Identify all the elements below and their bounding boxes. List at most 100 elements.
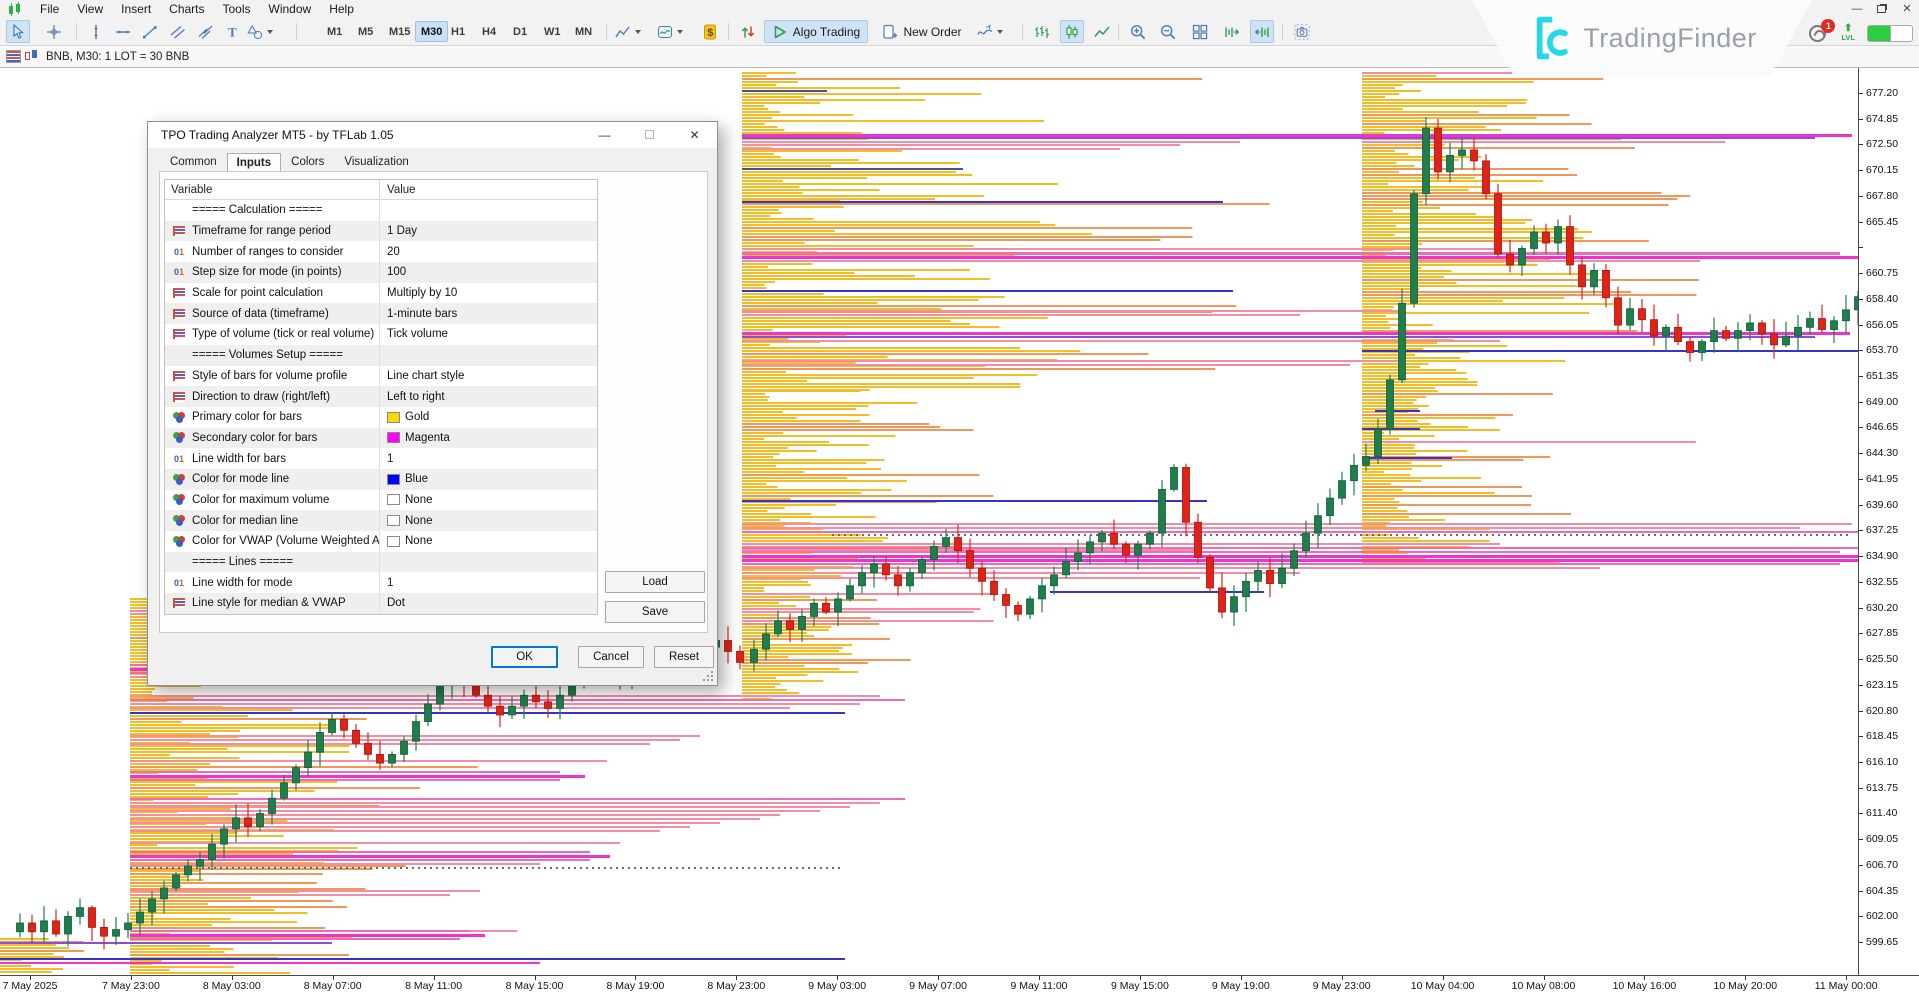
- dialog-tab-inputs[interactable]: Inputs: [226, 153, 282, 173]
- timeframe-d1[interactable]: D1: [513, 25, 528, 38]
- tile-windows-button[interactable]: [1188, 20, 1212, 43]
- table-row[interactable]: Color for mode line Blue: [165, 468, 597, 490]
- table-row[interactable]: Style of bars for volume profile Line cha…: [165, 365, 597, 387]
- zoom-in-button[interactable]: [1126, 20, 1150, 43]
- value-cell[interactable]: 1 Day: [380, 221, 597, 242]
- menu-item-help[interactable]: Help: [329, 2, 354, 16]
- timeframe-w1[interactable]: W1: [544, 25, 561, 38]
- menu-item-file[interactable]: File: [40, 2, 60, 16]
- minimize-window-icon[interactable]: —: [1851, 2, 1863, 15]
- value-cell[interactable]: [380, 345, 597, 366]
- zoom-out-button[interactable]: [1156, 20, 1180, 43]
- lvl-icon[interactable]: ⬆ LVL: [1841, 23, 1855, 43]
- screenshot-button[interactable]: [1290, 20, 1314, 43]
- table-row[interactable]: Color for maximum volume None: [165, 489, 597, 511]
- table-row[interactable]: Source of data (timeframe) 1-minute bars: [165, 303, 597, 325]
- dialog-close-icon[interactable]: ✕: [689, 127, 700, 142]
- value-cell[interactable]: None: [380, 531, 597, 552]
- value-cell[interactable]: [380, 552, 597, 573]
- cancel-button[interactable]: Cancel: [578, 646, 644, 668]
- menu-item-insert[interactable]: Insert: [121, 2, 152, 16]
- table-row[interactable]: ===== Lines =====: [165, 551, 597, 573]
- table-row[interactable]: Color for median line None: [165, 510, 597, 531]
- timeframe-mn[interactable]: MN: [575, 25, 593, 38]
- table-row[interactable]: 01 Line width for mode 1: [165, 572, 597, 594]
- timeframe-h4[interactable]: H4: [482, 25, 497, 38]
- table-row[interactable]: ===== Calculation =====: [165, 200, 597, 221]
- vertical-line-button[interactable]: [84, 20, 108, 43]
- dialog-tab-common[interactable]: Common: [170, 156, 217, 168]
- chart-symbol-label[interactable]: BNB, M30: 1 LOT = 30 BNB: [46, 50, 190, 63]
- depth-of-market-button[interactable]: [736, 20, 760, 43]
- value-cell[interactable]: 100: [380, 262, 597, 283]
- dialog-tab-colors[interactable]: Colors: [291, 156, 325, 168]
- dialog-tab-visualization[interactable]: Visualization: [344, 156, 409, 168]
- menu-item-charts[interactable]: Charts: [169, 2, 205, 16]
- dialog-resize-grip[interactable]: [705, 673, 715, 683]
- reset-button[interactable]: Reset: [654, 646, 714, 668]
- symbol-dollar-button[interactable]: $: [698, 20, 722, 43]
- shift-left-button[interactable]: [1250, 20, 1274, 43]
- timeframe-m30[interactable]: M30: [415, 21, 449, 42]
- value-cell[interactable]: Left to right: [380, 386, 597, 407]
- chart-symbol-icon[interactable]: [24, 50, 39, 63]
- column-header-value[interactable]: Value: [387, 183, 416, 196]
- chart-area[interactable]: [0, 68, 1862, 975]
- value-cell[interactable]: Gold: [380, 407, 597, 428]
- new-order-button[interactable]: New Order: [874, 20, 970, 43]
- value-cell[interactable]: 1: [380, 572, 597, 593]
- horizontal-line-button[interactable]: [111, 20, 135, 43]
- value-cell[interactable]: Dot: [380, 593, 597, 614]
- table-row[interactable]: 01 Step size for mode (in points) 100: [165, 262, 597, 283]
- timeframe-h1[interactable]: H1: [451, 25, 466, 38]
- value-cell[interactable]: Blue: [380, 469, 597, 490]
- bars-chart-button[interactable]: [1030, 20, 1054, 43]
- crosshair-button[interactable]: [42, 20, 66, 43]
- price-axis[interactable]: 677.20 674.85 672.50 670.15 667.80 665.45 660.…: [1858, 68, 1919, 975]
- save-button[interactable]: Save: [605, 601, 705, 623]
- indicators-button[interactable]: [976, 20, 1004, 43]
- notification-icon[interactable]: 1: [1809, 19, 1836, 43]
- value-cell[interactable]: Line chart style: [380, 366, 597, 387]
- dialog-title-bar[interactable]: TPO Trading Analyzer MT5 - by TFLab 1.05: [148, 122, 717, 148]
- restore-window-icon[interactable]: [1873, 1, 1891, 16]
- value-cell[interactable]: Tick volume: [380, 324, 597, 345]
- timeframe-m15[interactable]: M15: [389, 25, 411, 38]
- value-cell[interactable]: 20: [380, 241, 597, 262]
- inputs-table[interactable]: Variable Value ===== Calculation ===== Time…: [164, 179, 598, 615]
- value-cell[interactable]: Magenta: [380, 428, 597, 449]
- menu-item-tools[interactable]: Tools: [222, 2, 251, 16]
- market-watch-icon[interactable]: [6, 50, 21, 63]
- value-cell[interactable]: 1: [380, 448, 597, 469]
- cursor-button[interactable]: [6, 20, 30, 43]
- table-row[interactable]: Type of volume (tick or real volume) Tick…: [165, 324, 597, 345]
- load-button[interactable]: Load: [605, 571, 705, 593]
- table-row[interactable]: Line style for median & VWAP Dot: [165, 593, 597, 614]
- table-row[interactable]: Secondary color for bars Magenta: [165, 427, 597, 449]
- value-cell[interactable]: [380, 200, 597, 221]
- table-row[interactable]: ===== Volumes Setup =====: [165, 344, 597, 366]
- trendline-button[interactable]: [138, 20, 162, 43]
- table-row[interactable]: Timeframe for range period 1 Day: [165, 220, 597, 242]
- candles-chart-button[interactable]: [1060, 20, 1084, 43]
- table-row[interactable]: 01 Number of ranges to consider 20: [165, 241, 597, 263]
- dialog-minimize-icon[interactable]: —: [598, 127, 611, 142]
- shift-end-button[interactable]: [1220, 20, 1244, 43]
- table-row[interactable]: Primary color for bars Gold: [165, 406, 597, 428]
- ok-button[interactable]: OK: [491, 646, 558, 668]
- dialog-maximize-icon[interactable]: [627, 122, 672, 147]
- algo-trading-button[interactable]: Algo Trading: [764, 20, 868, 43]
- equidistant-channel-button[interactable]: [194, 20, 218, 43]
- channel-button[interactable]: [166, 20, 190, 43]
- menu-item-window[interactable]: Window: [268, 2, 312, 16]
- chart-template-button[interactable]: [614, 20, 642, 43]
- timeframe-m1[interactable]: M1: [327, 25, 343, 38]
- value-cell[interactable]: None: [380, 490, 597, 511]
- table-row[interactable]: Scale for point calculation Multiply by 1…: [165, 282, 597, 304]
- table-row[interactable]: Color for VWAP (Volume Weighted Ave... No…: [165, 531, 597, 552]
- indicator-window-button[interactable]: [656, 20, 684, 43]
- column-header-variable[interactable]: Variable: [165, 180, 380, 199]
- connection-toggle[interactable]: [1867, 24, 1913, 42]
- value-cell[interactable]: Multiply by 10: [380, 283, 597, 304]
- text-button[interactable]: T: [220, 20, 244, 43]
